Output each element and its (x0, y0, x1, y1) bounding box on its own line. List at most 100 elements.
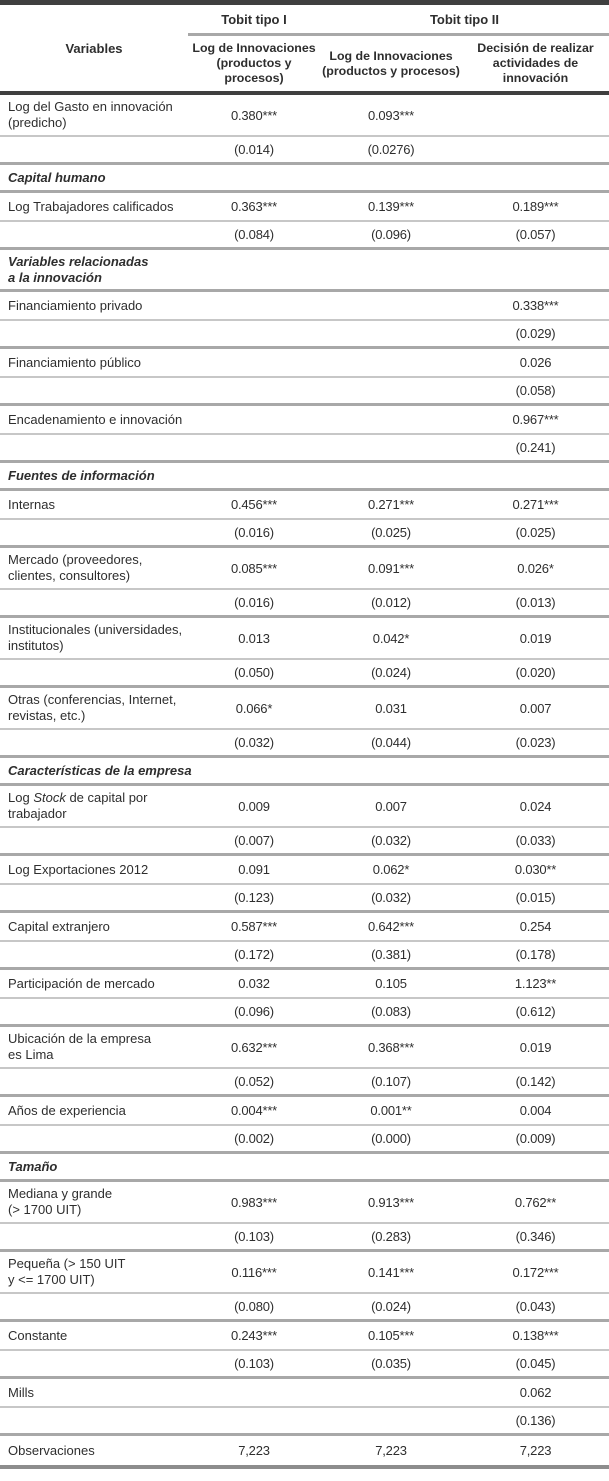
cell-value: 0.032 (238, 976, 270, 991)
cell-value: 0.105*** (367, 1328, 415, 1343)
row-label: Log Stock de capital por trabajador (8, 790, 148, 821)
section-header-row: Características de la empresa (0, 758, 609, 786)
cell-value: (0.123) (234, 890, 274, 905)
table-row: Log Trabajadores calificados 0.363*** 0.13… (0, 193, 609, 222)
row-label: Otras (conferencias, Internet, revistas,… (8, 692, 177, 723)
stderr-row: (0.080) (0.024) (0.043) (0, 1294, 609, 1322)
cell-value: 0.338*** (512, 298, 559, 313)
cell-value: 0.380*** (230, 107, 278, 123)
cell-value (462, 148, 609, 152)
cell-value: (0.103) (234, 1356, 274, 1371)
stderr-row: (0.172) (0.381) (0.178) (0, 942, 609, 970)
cell-value: (0.178) (515, 947, 556, 962)
cell-value (320, 446, 462, 450)
cell-value: 0.983*** (230, 1194, 278, 1210)
cell-value: (0.013) (515, 595, 556, 610)
column-header-decision-innovacion: Decisión de realizar actividades de inno… (477, 41, 594, 85)
cell-value: 0.642*** (367, 919, 415, 934)
cell-value: (0.024) (371, 1299, 411, 1314)
cell-value (188, 304, 320, 308)
column-header-log-innovaciones-2: Log de Innovaciones (productos y proceso… (322, 48, 460, 78)
cell-value: (0.023) (515, 735, 556, 750)
row-label: Institucionales (universidades, institut… (8, 622, 183, 653)
cell-value: 0.004 (519, 1103, 552, 1118)
cell-value (320, 389, 462, 393)
table-row: Pequeña (> 150 UIT y <= 1700 UIT) 0.116**… (0, 1252, 609, 1294)
cell-value: 0.091 (238, 862, 270, 877)
variables-column-header: Variables (65, 40, 123, 56)
table-row: Institucionales (universidades, institut… (0, 618, 609, 660)
cell-value: (0.0276) (367, 142, 415, 157)
cell-value: (0.241) (515, 440, 556, 455)
row-label: Pequeña (> 150 UIT y <= 1700 UIT) (8, 1256, 126, 1287)
row-label: Log Trabajadores calificados (8, 198, 174, 214)
cell-value: (0.025) (371, 525, 411, 540)
table-row: Ubicación de la empresa es Lima 0.632*** 0… (0, 1027, 609, 1069)
cell-value: 0.013 (238, 630, 270, 646)
section-label: Características de la empresa (8, 762, 192, 778)
cell-value: (0.025) (515, 525, 556, 540)
stderr-row: (0.123) (0.032) (0.015) (0, 885, 609, 913)
table-row: Log Exportaciones 2012 0.091 0.062* 0.030** (0, 856, 609, 885)
row-label (0, 232, 188, 238)
cell-value (320, 1391, 462, 1395)
cell-value (188, 389, 320, 393)
cell-value: (0.000) (371, 1131, 411, 1146)
table-row: Log Stock de capital por trabajador 0.009… (0, 786, 609, 828)
cell-value: 0.172*** (512, 1264, 559, 1280)
cell-value: 0.001** (370, 1103, 412, 1118)
cell-value: (0.012) (371, 595, 411, 610)
table-body: Log del Gasto en innovación (predicho) 0.… (0, 95, 609, 1465)
row-label (0, 1136, 188, 1142)
row-label: Log Exportaciones 2012 (8, 861, 149, 877)
stderr-row: (0.096) (0.083) (0.612) (0, 999, 609, 1027)
cell-value (188, 332, 320, 336)
table-row: Años de experiencia 0.004*** 0.001** 0.004 (0, 1097, 609, 1126)
cell-value: 0.019 (519, 1039, 552, 1055)
stderr-row: (0.084) (0.096) (0.057) (0, 222, 609, 250)
stderr-row: (0.016) (0.025) (0.025) (0, 520, 609, 548)
cell-value (320, 418, 462, 422)
table-row: Financiamiento público 0.026 (0, 349, 609, 378)
table-row: Internas 0.456*** 0.271*** 0.271*** (0, 491, 609, 520)
cell-value: (0.029) (515, 326, 556, 341)
cell-value: 0.271*** (512, 497, 559, 512)
cell-value: (0.346) (515, 1229, 556, 1244)
cell-value: 0.363*** (230, 199, 278, 214)
stderr-row: (0.103) (0.035) (0.045) (0, 1351, 609, 1379)
row-label: Ubicación de la empresa es Lima (8, 1031, 152, 1062)
stderr-row: (0.014) (0.0276) (0, 137, 609, 165)
table-header: Variables Tobit tipo I Tobit tipo II Log… (0, 0, 609, 95)
cell-value: (0.612) (515, 1004, 556, 1019)
cell-value: (0.032) (371, 890, 411, 905)
cell-value: 7,223 (238, 1443, 270, 1458)
cell-value (462, 113, 609, 117)
cell-value: 0.243*** (230, 1328, 278, 1343)
cell-value: (0.045) (515, 1356, 556, 1371)
cell-value: 0.019 (519, 630, 552, 646)
cell-value: 0.105 (375, 976, 407, 991)
row-label (0, 1361, 188, 1367)
row-label: Internas (8, 496, 55, 512)
cell-value: 0.254 (519, 919, 552, 934)
row-label: Constante (8, 1327, 68, 1343)
row-label: Mills (8, 1384, 34, 1400)
cell-value: (0.035) (371, 1356, 411, 1371)
cell-value: 0.024 (519, 798, 552, 814)
section-header-row: Variables relacionadas a la innovación (0, 250, 609, 292)
cell-value: 0.271*** (367, 497, 415, 512)
cell-value: 1.123** (514, 976, 557, 991)
cell-value (188, 446, 320, 450)
row-label (0, 740, 188, 746)
cell-value: 0.139*** (367, 199, 415, 214)
cell-value: 0.967*** (512, 412, 559, 427)
row-label (0, 952, 188, 958)
cell-value (188, 1391, 320, 1395)
table-row: Mills 0.062 (0, 1379, 609, 1408)
cell-value: 0.066* (235, 700, 273, 716)
row-label (0, 445, 188, 451)
cell-value: 0.085*** (230, 560, 278, 576)
cell-value: (0.172) (234, 947, 274, 962)
table-row: Mediana y grande (> 1700 UIT) 0.983*** 0.9… (0, 1182, 609, 1224)
cell-value: (0.043) (515, 1299, 556, 1314)
